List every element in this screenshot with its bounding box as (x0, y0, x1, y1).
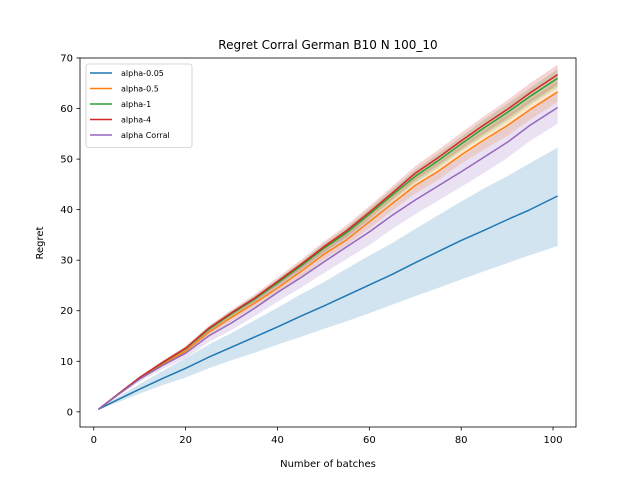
axes-frame (79, 57, 577, 428)
x-tick-label: 80 (455, 435, 468, 446)
y-tick-label: 70 (60, 54, 73, 65)
y-axis-label: Regret (35, 226, 46, 259)
alpha-0-5-legend-label: alpha-0.5 (121, 85, 159, 94)
series-lines (97, 74, 559, 410)
x-tick-label: 20 (179, 435, 192, 446)
x-tick-label: 0 (91, 435, 97, 446)
legend-box (85, 63, 193, 148)
x-axis-label: Number of batches (280, 459, 376, 470)
y-axis-ticks: 0 10 20 30 40 50 60 70 (60, 54, 80, 418)
y-tick-label: 30 (60, 256, 73, 267)
chart-title: Regret Corral German B10 N 100_10 (218, 38, 437, 52)
alpha-1-legend-label: alpha-1 (121, 100, 151, 109)
alpha-4-legend-label: alpha-4 (121, 116, 151, 125)
y-tick-label: 40 (60, 205, 73, 216)
alpha-corral-legend-label: alpha Corral (121, 131, 170, 140)
alpha-0-5-band (98, 81, 558, 410)
alpha-0-05-band (98, 147, 558, 410)
legend: alpha-0.05 alpha-0.5 alpha-1 alpha-4 alpha C… (85, 63, 193, 148)
y-tick-label: 0 (67, 407, 73, 418)
alpha-4-line (97, 74, 559, 410)
y-tick-label: 60 (60, 104, 73, 115)
alpha-corral-line (97, 106, 559, 410)
y-tick-label: 10 (60, 357, 73, 368)
x-tick-label: 40 (271, 435, 284, 446)
x-tick-label: 100 (543, 435, 562, 446)
x-axis-ticks: 0 20 40 60 80 100 (91, 427, 563, 446)
x-tick-label: 60 (363, 435, 376, 446)
y-tick-label: 50 (60, 155, 73, 166)
y-tick-label: 20 (60, 306, 73, 317)
alpha-4-band (98, 64, 558, 410)
alpha-0-05-line (98, 195, 558, 410)
alpha-0-5-line (97, 91, 559, 410)
alpha-0-05-legend-label: alpha-0.05 (121, 69, 164, 78)
